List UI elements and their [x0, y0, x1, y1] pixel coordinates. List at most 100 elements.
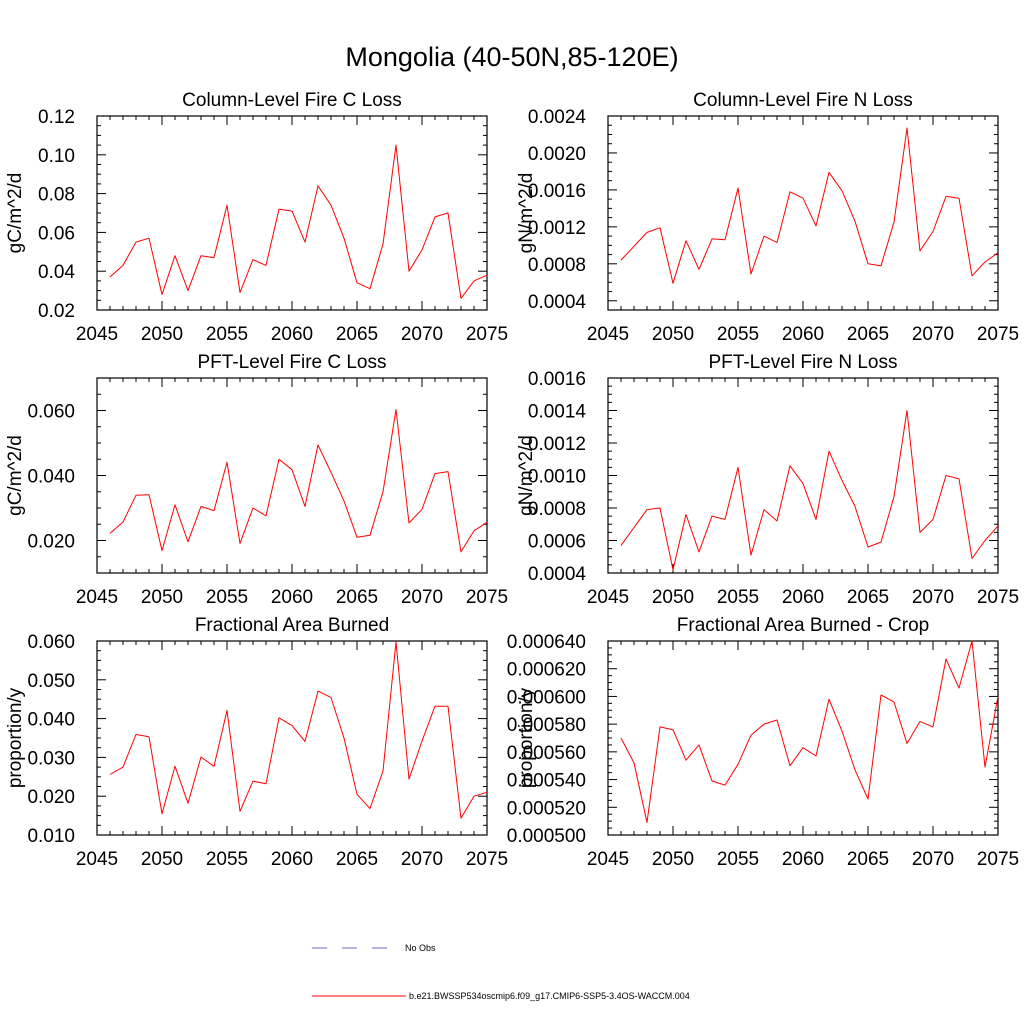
y-tick-label: 0.020 [27, 532, 75, 553]
y-tick-label: 0.0024 [528, 107, 587, 128]
series-line [109, 144, 488, 299]
panel-6: Fractional Area Burned - Crop proportion/… [507, 615, 1019, 870]
x-tick-label: 2070 [912, 849, 954, 870]
panel-4: PFT-Level Fire N Loss gN/m^2/d 2045 2050 205… [516, 352, 1019, 608]
panel-1: Column-Level Fire C Loss gC/m^2/d 2045 2050… [5, 90, 508, 345]
panel-title: Column-Level Fire N Loss [693, 90, 913, 111]
x-tick-label: 2050 [141, 324, 183, 345]
y-tick-label: 0.060 [27, 402, 75, 423]
y-tick-label: 0.0014 [528, 402, 587, 423]
x-tick-label: 2055 [717, 324, 759, 345]
y-axis-label: gN/m^2/d [516, 173, 537, 254]
x-tick-label: 2075 [466, 849, 508, 870]
panel-title: Column-Level Fire C Loss [182, 90, 402, 111]
y-axis-label: gN/m^2/d [516, 435, 537, 516]
y-tick-label: 0.12 [38, 107, 75, 128]
y-tick-label: 0.000600 [507, 687, 586, 708]
y-tick-label: 0.000540 [507, 771, 586, 792]
y-tick-label: 0.000640 [507, 632, 586, 653]
x-tick-label: 2075 [977, 587, 1019, 608]
panel-2: Column-Level Fire N Loss gN/m^2/d 2045 2050… [516, 90, 1019, 345]
x-tick-label: 2045 [76, 849, 118, 870]
y-tick-label: 0.000560 [507, 743, 586, 764]
y-tick-label: 0.000500 [507, 826, 586, 847]
y-tick-label: 0.0004 [528, 292, 587, 313]
x-tick-label: 2065 [336, 324, 378, 345]
y-axis-label: gC/m^2/d [5, 173, 26, 254]
y-tick-label: 0.020 [27, 787, 75, 808]
y-tick-label: 0.0012 [528, 218, 586, 239]
series-line [620, 410, 999, 571]
y-tick-label: 0.0016 [528, 181, 586, 202]
x-tick-label: 2075 [466, 587, 508, 608]
y-tick-label: 0.04 [38, 262, 75, 283]
panel-title: PFT-Level Fire C Loss [198, 352, 387, 373]
x-tick-label: 2075 [977, 324, 1019, 345]
x-tick-label: 2070 [401, 324, 443, 345]
plot-frame [607, 377, 999, 574]
x-tick-label: 2045 [587, 849, 629, 870]
series-line [109, 641, 488, 819]
y-tick-label: 0.040 [27, 710, 75, 731]
y-tick-label: 0.000580 [507, 715, 586, 736]
x-tick-label: 2065 [847, 849, 889, 870]
x-tick-label: 2050 [141, 849, 183, 870]
y-tick-label: 0.040 [27, 467, 75, 488]
plot-frame [96, 640, 488, 836]
panel-title: Fractional Area Burned - Crop [677, 615, 929, 636]
x-tick-label: 2060 [271, 587, 313, 608]
x-tick-label: 2045 [587, 324, 629, 345]
x-tick-label: 2045 [76, 324, 118, 345]
y-tick-label: 0.10 [38, 146, 75, 167]
y-tick-label: 0.08 [38, 185, 75, 206]
y-tick-label: 0.000520 [507, 798, 586, 819]
y-tick-label: 0.0010 [528, 467, 586, 488]
y-tick-label: 0.0004 [528, 564, 587, 585]
plot-frame [96, 377, 488, 574]
panels: Column-Level Fire C Loss gC/m^2/d 2045 2050… [5, 90, 1019, 870]
y-tick-label: 0.0020 [528, 144, 586, 165]
plot-frame [607, 640, 999, 836]
x-tick-label: 2065 [847, 324, 889, 345]
x-tick-label: 2070 [401, 587, 443, 608]
y-axis-label: proportion/y [5, 687, 26, 788]
legend: No Obs b.e21.BWSSP534oscmip6.f09_g17.CMI… [312, 943, 690, 1001]
x-tick-label: 2075 [466, 324, 508, 345]
x-tick-label: 2045 [587, 587, 629, 608]
x-tick-label: 2070 [401, 849, 443, 870]
legend-model-label: b.e21.BWSSP534oscmip6.f09_g17.CMIP6-SSP5… [409, 991, 690, 1001]
x-tick-label: 2070 [912, 324, 954, 345]
x-tick-label: 2060 [271, 324, 313, 345]
x-tick-label: 2050 [652, 849, 694, 870]
y-tick-label: 0.0016 [528, 369, 586, 390]
x-tick-label: 2045 [76, 587, 118, 608]
y-tick-label: 0.0008 [528, 499, 586, 520]
x-tick-label: 2060 [782, 849, 824, 870]
panel-title: PFT-Level Fire N Loss [709, 352, 898, 373]
y-tick-label: 0.000620 [507, 660, 586, 681]
y-tick-label: 0.06 [38, 223, 75, 244]
figure-title: Mongolia (40-50N,85-120E) [345, 42, 678, 72]
x-tick-label: 2055 [717, 849, 759, 870]
x-tick-label: 2065 [336, 849, 378, 870]
x-tick-label: 2055 [717, 587, 759, 608]
series-line [620, 640, 999, 823]
x-tick-label: 2050 [141, 587, 183, 608]
x-tick-label: 2050 [652, 324, 694, 345]
y-tick-label: 0.010 [27, 826, 75, 847]
x-tick-label: 2060 [782, 324, 824, 345]
y-tick-label: 0.050 [27, 671, 75, 692]
x-tick-label: 2065 [336, 587, 378, 608]
y-tick-label: 0.02 [38, 301, 75, 322]
y-tick-label: 0.0008 [528, 255, 586, 276]
x-tick-label: 2055 [206, 587, 248, 608]
y-tick-label: 0.0006 [528, 532, 586, 553]
x-tick-label: 2065 [847, 587, 889, 608]
y-tick-label: 0.0012 [528, 434, 586, 455]
y-axis-label: proportion/y [516, 687, 537, 788]
plot-frame [96, 115, 488, 311]
y-tick-label: 0.060 [27, 632, 75, 653]
x-tick-label: 2060 [271, 849, 313, 870]
y-tick-label: 0.030 [27, 748, 75, 769]
